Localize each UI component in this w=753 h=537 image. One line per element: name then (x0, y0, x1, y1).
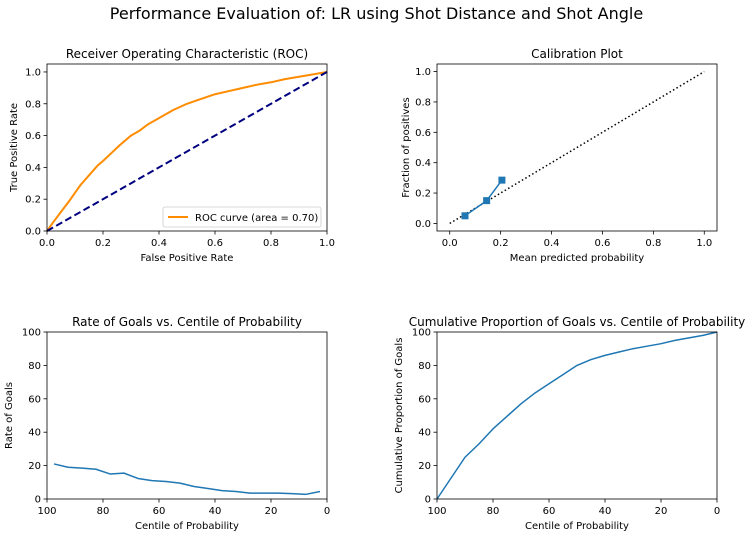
data-point (461, 212, 469, 220)
axes-frame (46, 63, 328, 232)
data-point (498, 176, 506, 184)
x-tick-label: 0.0 (442, 238, 458, 249)
x-tick-label: 1.0 (696, 238, 712, 249)
x-tick-label: 0.6 (207, 238, 223, 249)
x-tick-label: 0.4 (151, 238, 167, 249)
chart-title: Calibration Plot (531, 47, 623, 61)
x-tick-label: 0.0 (39, 238, 55, 249)
x-tick-label: 0.8 (263, 238, 279, 249)
roc-chart: 0.0 0.2 0.4 0.6 0.8 1.0 0.0 0.2 0.4 0.6 0.8 1.0 Rece… (9, 47, 335, 264)
series-line (53, 463, 321, 496)
x-axis-label: Centile of Probability (135, 521, 239, 532)
x-tick-label: 80 (487, 506, 500, 517)
x-tick-label: 0.4 (544, 238, 560, 249)
y-tick-label: 80 (28, 361, 41, 372)
x-tick-label: 0.2 (95, 238, 111, 249)
x-axis-label: Centile of Probability (525, 521, 629, 532)
x-tick-label: 40 (209, 506, 222, 517)
axes-frame (436, 63, 718, 232)
x-axis-label: False Positive Rate (141, 253, 234, 264)
x-tick-label: 60 (543, 506, 556, 517)
series-line (46, 71, 328, 232)
data-point (483, 197, 491, 205)
series-line (436, 331, 718, 500)
x-tick-label: 60 (153, 506, 166, 517)
y-tick-label: 0.0 (415, 219, 431, 230)
y-tick-label: 0.2 (25, 195, 41, 206)
y-tick-label: 20 (418, 461, 431, 472)
y-axis-label: Rate of Goals (4, 382, 15, 449)
y-tick-label: 0 (425, 495, 431, 506)
y-tick-label: 0.4 (415, 158, 431, 169)
y-tick-label: 40 (28, 428, 41, 439)
x-tick-label: 100 (427, 506, 446, 517)
chart-title: Rate of Goals vs. Centile of Probability (72, 315, 302, 329)
x-tick-label: 0.6 (595, 238, 611, 249)
y-tick-label: 60 (418, 394, 431, 405)
x-tick-label: 0.2 (493, 238, 509, 249)
y-tick-label: 0.0 (25, 227, 41, 238)
goal-rate-chart: 100 80 60 40 20 0 0 20 40 60 80 100 Rate of Goals vs… (4, 315, 330, 532)
calibration-chart: 0.0 0.2 0.4 0.6 0.8 1.0 0.0 0.2 0.4 0.6 0.8 1.0 Cali… (401, 47, 718, 264)
y-tick-label: 0.2 (415, 189, 431, 200)
y-tick-label: 100 (22, 328, 41, 339)
plot-area (47, 64, 327, 231)
y-tick-label: 60 (28, 394, 41, 405)
chart-title: Cumulative Proportion of Goals vs. Centi… (409, 315, 746, 329)
figure-title: Performance Evaluation of: LR using Shot… (109, 4, 644, 23)
series-line (46, 70, 328, 232)
y-tick-label: 1.0 (25, 67, 41, 78)
y-tick-label: 1.0 (415, 67, 431, 78)
y-tick-label: 0.6 (415, 128, 431, 139)
y-tick-label: 100 (412, 328, 431, 339)
x-tick-label: 20 (265, 506, 278, 517)
x-tick-label: 20 (655, 506, 668, 517)
x-tick-label: 80 (97, 506, 110, 517)
legend-box (162, 206, 322, 228)
x-tick-label: 1.0 (319, 238, 335, 249)
x-tick-label: 0.8 (645, 238, 661, 249)
x-axis-label: Mean predicted probability (510, 253, 644, 264)
x-tick-label: 0 (714, 506, 720, 517)
y-tick-label: 80 (418, 361, 431, 372)
legend-label: ROC curve (area = 0.70) (195, 213, 318, 224)
y-tick-label: 0.6 (25, 131, 41, 142)
y-tick-label: 0.4 (25, 163, 41, 174)
y-axis-label: True Positive Rate (9, 103, 20, 193)
axes-frame (46, 331, 328, 500)
y-tick-label: 0.8 (415, 97, 431, 108)
plot-area (437, 332, 717, 499)
y-tick-label: 20 (28, 461, 41, 472)
y-axis-label: Fraction of positives (401, 97, 412, 197)
series-line (449, 70, 705, 225)
x-tick-label: 40 (599, 506, 612, 517)
x-tick-label: 0 (324, 506, 330, 517)
y-tick-label: 0.8 (25, 99, 41, 110)
axes-frame (436, 331, 718, 500)
y-axis-label: Cumulative Proportion of Goals (394, 338, 405, 494)
chart-title: Receiver Operating Characteristic (ROC) (66, 47, 308, 61)
y-tick-label: 40 (418, 428, 431, 439)
plot-area (47, 332, 327, 499)
x-tick-label: 100 (37, 506, 56, 517)
y-tick-label: 0 (35, 495, 41, 506)
